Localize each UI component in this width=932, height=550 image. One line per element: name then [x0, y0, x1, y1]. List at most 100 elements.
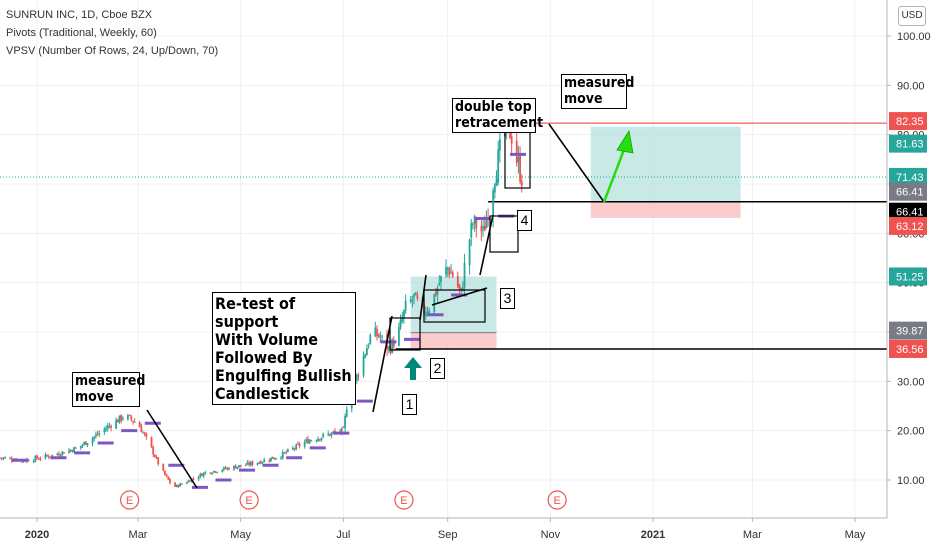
candle-body: [268, 460, 271, 462]
price-tag[interactable]: [889, 167, 927, 186]
legend-vpsv[interactable]: VPSV (Number Of Rows, 24, Up/Down, 70): [6, 45, 219, 57]
legend-pivots[interactable]: Pivots (Traditional, Weekly, 60): [6, 27, 157, 39]
candle-body: [9, 457, 11, 459]
candle-body: [121, 418, 124, 420]
y-tick-label: 100.00: [897, 31, 931, 43]
candle-body: [275, 458, 277, 460]
candle-body: [470, 223, 473, 238]
candle-body: [426, 311, 429, 313]
candle-body: [116, 419, 119, 423]
candle-body: [401, 318, 404, 322]
candle-body: [357, 375, 360, 377]
price-tag[interactable]: [889, 134, 927, 153]
candle-body: [483, 226, 486, 231]
candle-body: [103, 429, 106, 433]
wave-box-4[interactable]: [489, 215, 519, 253]
note-line: measured: [75, 373, 146, 389]
measured-move-line[interactable]: [548, 123, 605, 203]
candle-body: [83, 442, 86, 445]
trend-line-wave2[interactable]: [419, 274, 427, 321]
y-tick-label: 90.00: [897, 80, 925, 92]
trend-line-left[interactable]: [146, 409, 198, 489]
candle-body: [291, 447, 294, 450]
earnings-marker-icon[interactable]: [119, 490, 140, 510]
candle-body: [256, 462, 259, 465]
candle-body: [63, 452, 65, 454]
note-double-top: double top retracement: [452, 98, 543, 134]
price-tag-label: 63.12: [896, 221, 924, 233]
candle-body: [327, 433, 330, 435]
note-line: move: [564, 90, 603, 107]
candle-body: [305, 439, 308, 442]
candle-body: [110, 426, 112, 428]
price-tag[interactable]: [889, 321, 927, 340]
earnings-marker-icon[interactable]: [239, 490, 259, 510]
candle-body: [460, 287, 463, 290]
price-tag[interactable]: [889, 216, 927, 235]
candle-body: [91, 438, 94, 444]
legend-symbol[interactable]: SUNRUN INC, 1D, Cboe BZX: [6, 9, 153, 21]
earnings-marker-icon[interactable]: [394, 490, 414, 510]
candle-body: [162, 463, 165, 471]
candle-body: [145, 433, 148, 437]
price-tag-label: 81.63: [896, 139, 924, 151]
candle-body: [463, 262, 466, 288]
price-tag[interactable]: [889, 202, 927, 221]
candle-body: [222, 467, 225, 470]
price-tag-label: 66.41: [896, 207, 924, 219]
arrow-up-icon[interactable]: [616, 129, 634, 154]
candle-body: [273, 458, 276, 460]
candle-body: [246, 462, 249, 465]
trend-line-wave1[interactable]: [372, 315, 393, 413]
candle-body: [404, 300, 407, 311]
price-tag-label: 66.41: [896, 187, 924, 199]
trend-line-wave4[interactable]: [479, 214, 494, 276]
candle-body: [69, 449, 72, 451]
x-tick-label: Nov: [541, 529, 561, 541]
time-axis[interactable]: [0, 518, 887, 550]
candle-body: [271, 456, 274, 459]
x-tick-label: Mar: [129, 529, 148, 541]
candle-body: [473, 216, 476, 224]
candle-body: [475, 219, 478, 229]
candle-body: [318, 439, 321, 441]
price-tag-label: 51.25: [896, 272, 924, 284]
candle-body: [515, 140, 518, 164]
candle-body: [197, 477, 200, 480]
arrow-shaft[interactable]: [602, 146, 627, 203]
candle-body: [376, 329, 378, 337]
chart-legend: SUNRUN INC, 1D, Cboe BZX Pivots (Traditi…: [6, 6, 218, 60]
candle-body: [86, 443, 89, 446]
candle-body: [436, 287, 439, 295]
price-tag[interactable]: [889, 339, 927, 358]
price-tag[interactable]: [889, 267, 927, 286]
candle-body: [185, 482, 188, 484]
wave-box-3[interactable]: [423, 289, 486, 323]
currency-button[interactable]: USD: [898, 6, 926, 26]
candle-body: [308, 440, 311, 444]
candle-body: [44, 454, 47, 459]
wave-label-4: 4: [517, 210, 532, 231]
candle-body: [226, 467, 229, 469]
price-tag[interactable]: [889, 182, 927, 201]
candle-body: [498, 139, 501, 151]
candle-body: [79, 445, 82, 448]
candle-body: [456, 275, 459, 287]
candle-body: [143, 432, 146, 435]
wave-box-2[interactable]: [389, 317, 421, 351]
note-retest-support: Re-test of support With Volume Followed …: [212, 292, 356, 406]
candle-body: [95, 434, 97, 437]
earnings-marker-label: E: [245, 495, 252, 507]
candle-body: [153, 454, 156, 458]
earnings-marker-icon[interactable]: [547, 490, 567, 510]
candle-body: [140, 426, 143, 433]
candle-body: [224, 467, 227, 469]
candle-body: [51, 454, 54, 457]
candle-body: [142, 432, 144, 434]
note-line: Re-test of support: [215, 294, 296, 331]
trend-line-wave3[interactable]: [431, 287, 488, 306]
candle-body: [239, 464, 242, 466]
price-tag[interactable]: [889, 112, 927, 131]
candle-body: [27, 459, 30, 462]
